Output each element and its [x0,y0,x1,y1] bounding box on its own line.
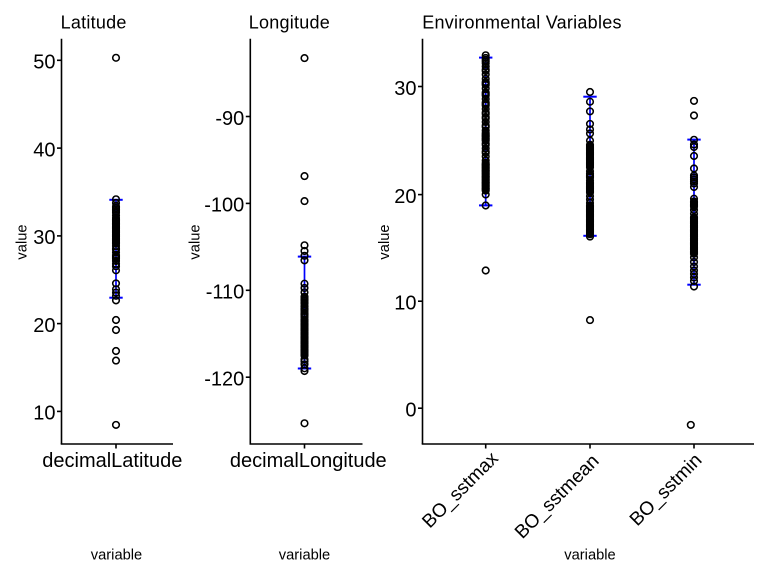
svg-text:Latitude: Latitude [61,13,127,33]
svg-text:40: 40 [33,139,55,161]
svg-text:50: 50 [33,52,55,74]
svg-text:-90: -90 [215,108,244,130]
svg-text:-110: -110 [206,282,245,304]
svg-text:value: value [187,224,203,259]
svg-text:variable: variable [91,548,142,564]
svg-text:decimalLongitude: decimalLongitude [230,450,387,472]
svg-text:variable: variable [279,548,330,564]
svg-text:20: 20 [33,315,55,337]
svg-text:-120: -120 [204,369,244,391]
svg-text:20: 20 [394,186,416,208]
svg-text:decimalLatitude: decimalLatitude [42,450,182,472]
svg-text:value: value [377,224,393,259]
svg-text:variable: variable [564,548,615,564]
svg-text:value: value [15,224,31,259]
svg-text:10: 10 [394,293,416,315]
svg-text:Environmental Variables: Environmental Variables [422,13,622,33]
svg-text:Longitude: Longitude [249,13,330,33]
svg-text:0: 0 [405,400,416,422]
svg-text:30: 30 [33,227,55,249]
svg-text:10: 10 [33,403,55,425]
svg-text:30: 30 [394,78,416,100]
svg-text:-100: -100 [204,195,244,217]
